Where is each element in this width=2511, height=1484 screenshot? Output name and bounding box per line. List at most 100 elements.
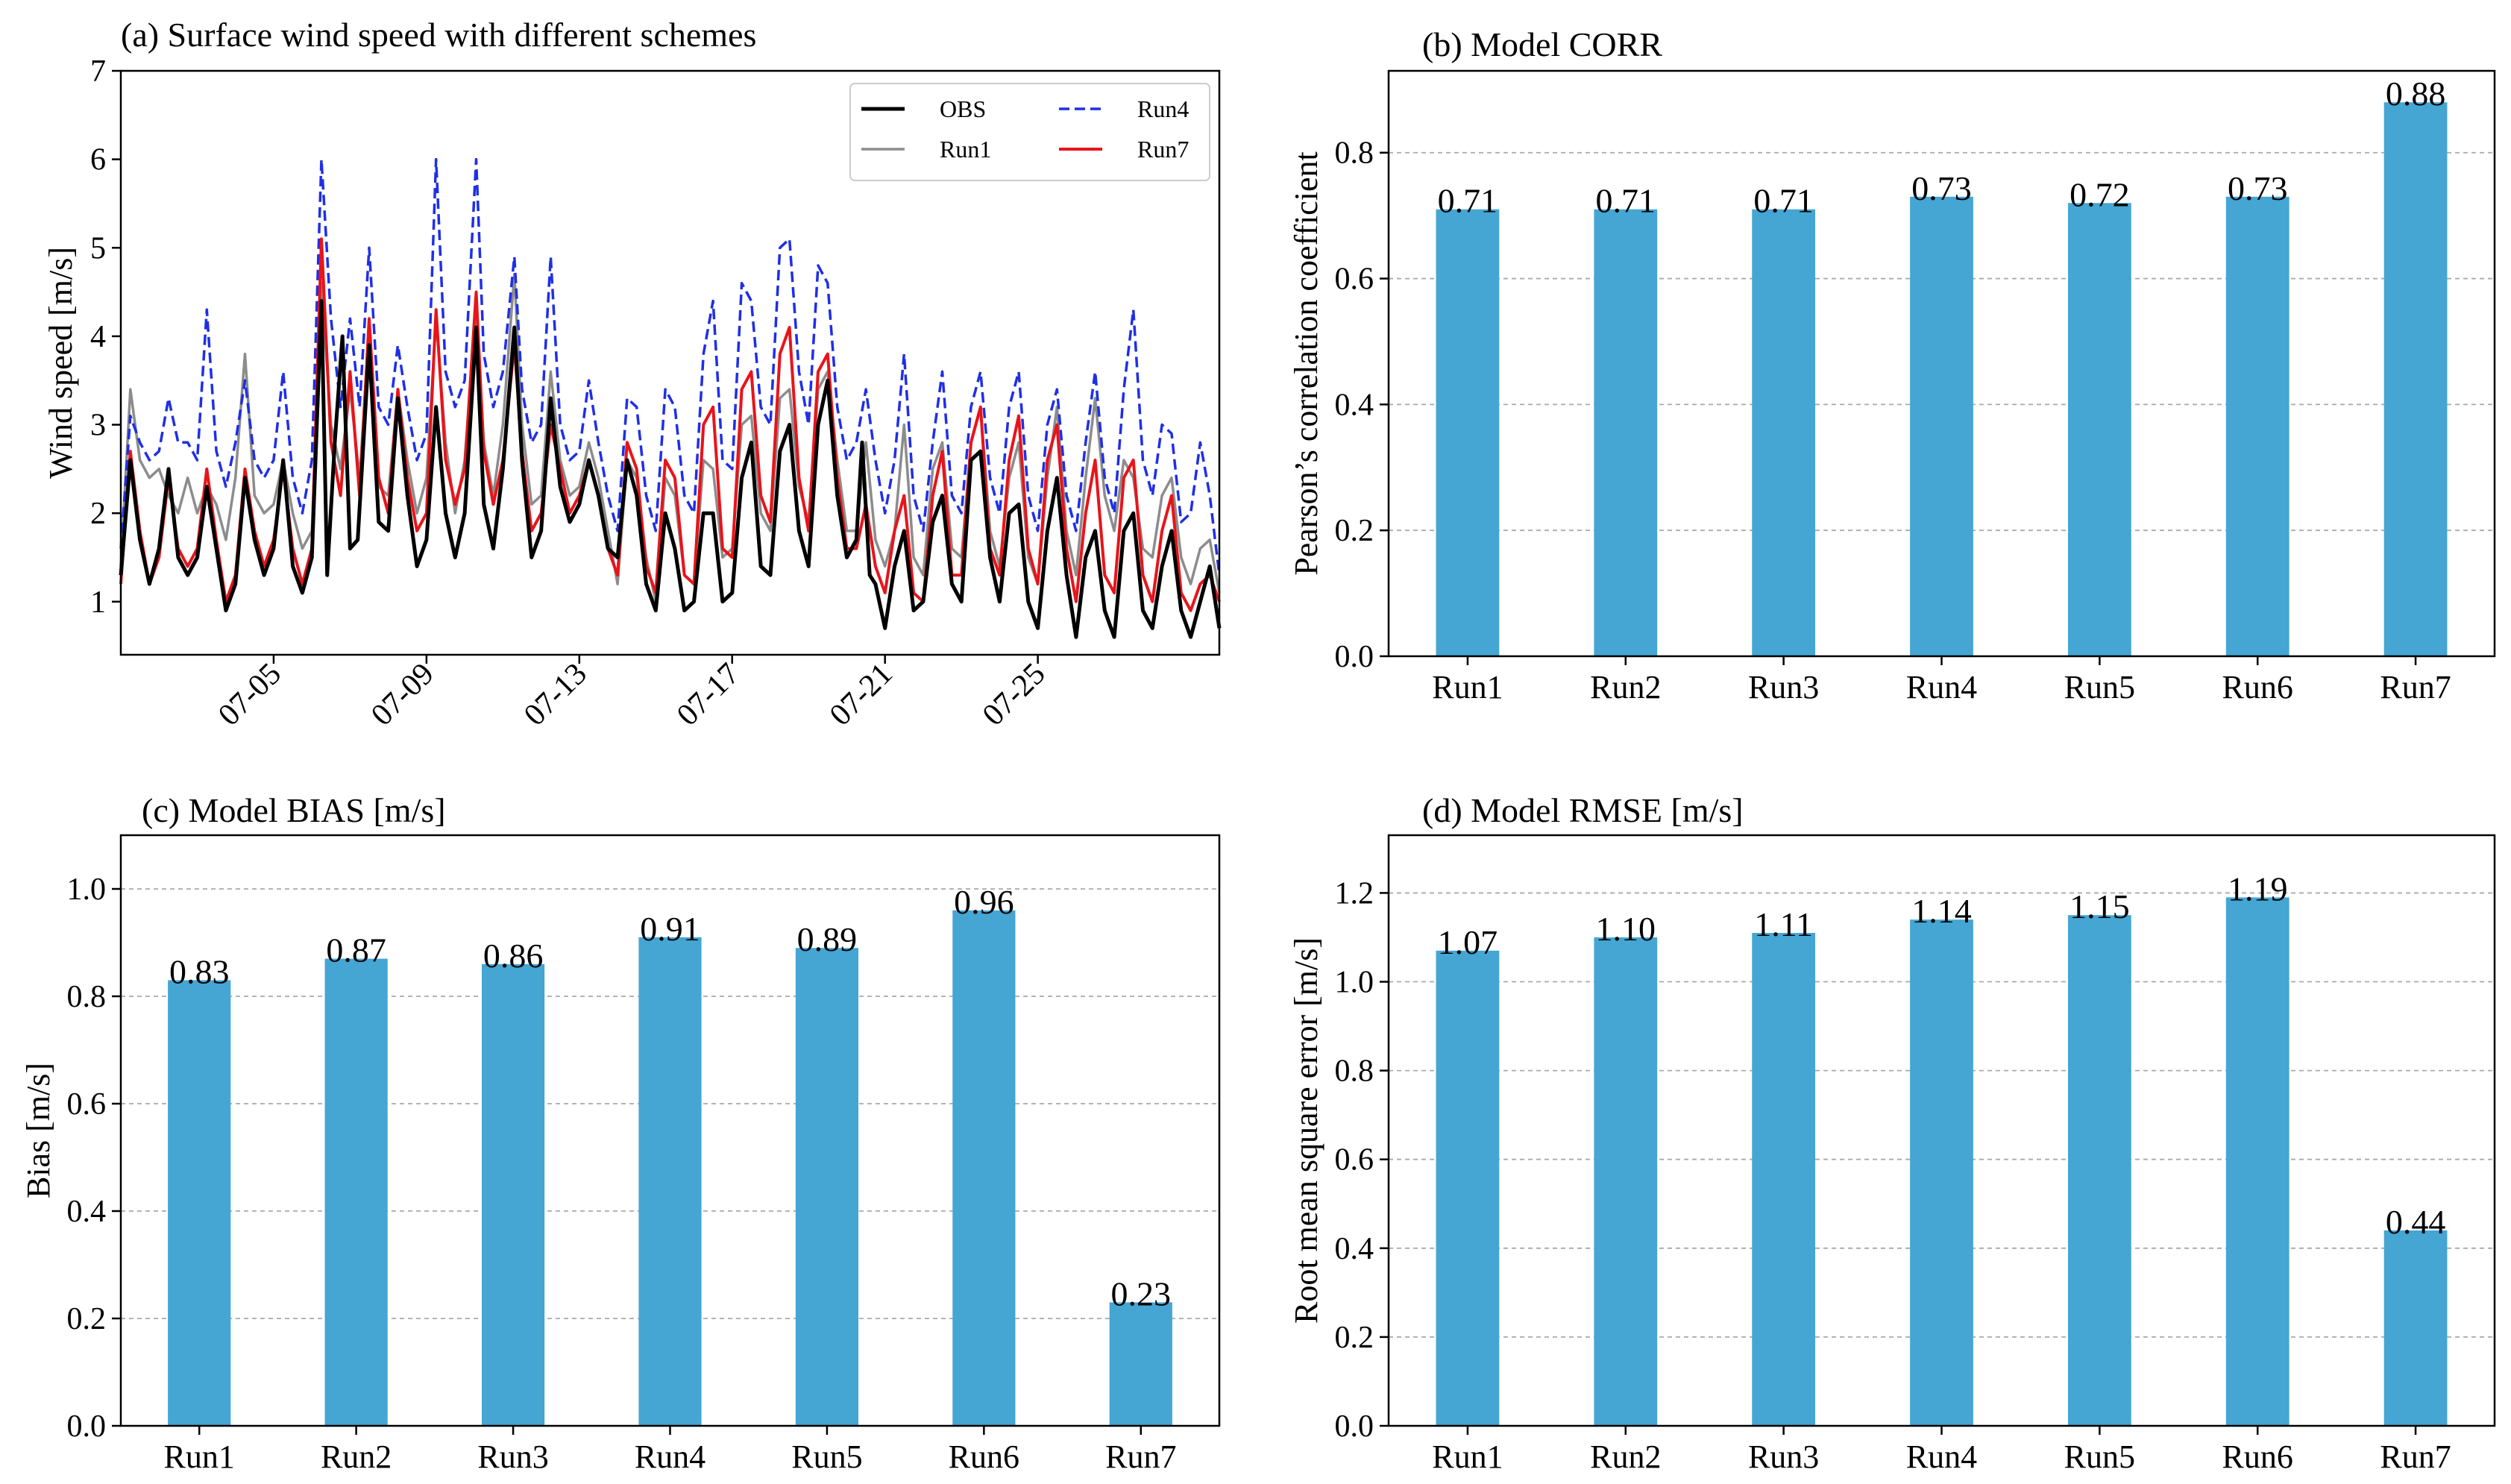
x-tick-label: 07-13 (518, 657, 594, 733)
bar-run2 (324, 958, 388, 1426)
x-tick-label: Run7 (2380, 669, 2451, 705)
data-label: 0.89 (797, 920, 858, 958)
panel-b: (b) Model CORR 0.0 0.2 0.4 0.6 0.8 0.71 Run1 0.7… (1288, 25, 2496, 705)
bar-run5 (795, 948, 859, 1426)
bar-run7 (2383, 1230, 2448, 1426)
series-line-obs (119, 299, 1222, 639)
y-axis-label: Wind speed [m/s] (43, 247, 79, 479)
y-tick-label: 2 (90, 497, 106, 531)
y-tick-label: 0.2 (1335, 1321, 1374, 1355)
y-tick-label: 3 (90, 409, 106, 443)
x-tick-label: Run6 (2222, 1439, 2293, 1475)
data-label: 0.96 (954, 883, 1014, 921)
bar-run6 (952, 910, 1016, 1426)
legend-label: Run4 (1137, 95, 1189, 122)
bar-run7 (1109, 1302, 1172, 1426)
y-tick-label: 5 (90, 231, 106, 265)
data-label: 1.14 (1911, 892, 1972, 930)
x-tick-label: Run1 (1432, 1439, 1503, 1475)
x-tick-label: Run6 (2222, 669, 2293, 705)
y-tick-label: 0.2 (1335, 514, 1374, 548)
x-tick-label: Run2 (1590, 1439, 1661, 1475)
y-tick-label: 0.8 (1335, 136, 1374, 171)
panel-c: (c) Model BIAS [m/s] 0.0 0.2 0.4 0.6 0.8 1.0 0.… (20, 791, 1221, 1475)
data-label: 0.83 (169, 952, 230, 990)
y-tick-label: 4 (90, 320, 106, 354)
y-tick-label: 0.4 (1335, 1232, 1374, 1266)
panel-c-title: (c) Model BIAS [m/s] (142, 791, 446, 829)
panel-a-frame (119, 69, 1221, 656)
data-label: 0.44 (2386, 1203, 2446, 1241)
y-tick-label: 0.4 (1335, 388, 1374, 422)
data-label: 0.73 (1911, 169, 1972, 207)
bar-run6 (2225, 196, 2290, 656)
data-label: 0.72 (2070, 175, 2130, 213)
y-tick-label: 1.0 (1335, 966, 1374, 1000)
panel-d-title: (d) Model RMSE [m/s] (1422, 791, 1744, 829)
y-axis-label: Bias [m/s] (20, 1063, 57, 1198)
panel-c-frame (119, 834, 1221, 1427)
x-tick-label: 07-05 (212, 657, 288, 733)
x-tick-label: Run4 (1906, 669, 1977, 705)
bar-run2 (1594, 937, 1658, 1426)
data-label: 1.10 (1596, 910, 1656, 948)
x-tick-label: 07-09 (365, 657, 441, 733)
bar-run3 (481, 963, 545, 1426)
bar-run7 (2383, 102, 2448, 657)
x-tick-label: Run6 (949, 1439, 1019, 1475)
legend-box (849, 83, 1210, 181)
legend-label: Run7 (1137, 136, 1189, 163)
y-tick-label: 0.6 (1335, 262, 1374, 297)
panel-a: (a) Surface wind speed with different sc… (43, 16, 1222, 733)
y-tick-label: 7 (90, 54, 106, 89)
bar-run1 (168, 980, 231, 1426)
bar-run3 (1752, 209, 1816, 656)
series-line-run4 (119, 157, 1221, 576)
x-tick-label: Run2 (321, 1439, 392, 1475)
data-label: 0.86 (483, 937, 544, 975)
y-tick-label: 0.4 (67, 1195, 107, 1229)
panel-a-title: (a) Surface wind speed with different sc… (121, 16, 756, 54)
x-tick-label: Run1 (1432, 669, 1503, 705)
data-label: 1.07 (1438, 923, 1498, 961)
y-tick-label: 0.0 (1335, 640, 1374, 674)
x-tick-label: Run5 (791, 1439, 862, 1475)
legend-label: Run1 (940, 136, 991, 163)
panel-d: (d) Model RMSE [m/s] 0.0 0.2 0.4 0.6 0.8 1.0 1.… (1288, 791, 2496, 1475)
bar-run6 (2225, 897, 2290, 1426)
bar-run1 (1436, 950, 1500, 1426)
x-tick-label: Run3 (1748, 1439, 1819, 1475)
legend: OBS Run1 Run4 Run7 (849, 83, 1210, 181)
y-tick-label: 0.8 (1335, 1054, 1374, 1089)
x-tick-label: Run4 (635, 1439, 705, 1475)
bar-run5 (2067, 915, 2131, 1426)
data-label: 1.19 (2228, 870, 2288, 908)
y-tick-label: 0.0 (1335, 1409, 1374, 1444)
bar-run2 (1594, 209, 1658, 656)
y-tick-label: 1.2 (1335, 876, 1374, 911)
data-label: 1.11 (1754, 905, 1813, 943)
data-label: 0.71 (1596, 182, 1656, 220)
y-tick-label: 6 (90, 143, 106, 177)
x-tick-label: 07-17 (670, 657, 747, 733)
x-tick-label: Run7 (2380, 1439, 2451, 1475)
x-tick-label: Run3 (477, 1439, 548, 1475)
data-label: 0.71 (1438, 182, 1498, 220)
y-tick-label: 1 (90, 585, 106, 620)
bar-run5 (2067, 203, 2131, 656)
bar-run1 (1436, 209, 1500, 656)
data-label: 0.87 (326, 931, 386, 969)
data-label: 0.71 (1753, 182, 1814, 220)
legend-label: OBS (940, 95, 986, 122)
bar-run4 (1910, 196, 1973, 656)
y-tick-label: 1.0 (67, 873, 107, 907)
x-tick-label: Run5 (2064, 669, 2135, 705)
data-label: 0.73 (2228, 169, 2288, 207)
panel-d-frame (1387, 834, 2496, 1427)
x-tick-label: Run5 (2064, 1439, 2135, 1475)
panel-b-frame (1387, 69, 2496, 658)
y-axis-label: Root mean square error [m/s] (1288, 937, 1324, 1324)
x-tick-label: Run7 (1105, 1439, 1176, 1475)
data-label: 1.15 (2070, 887, 2130, 925)
